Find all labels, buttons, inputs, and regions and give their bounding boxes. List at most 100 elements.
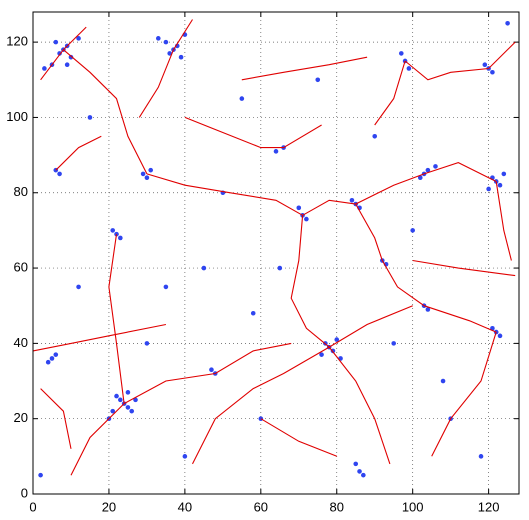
point <box>129 408 135 414</box>
x-tick-label: 80 <box>330 499 344 514</box>
point <box>361 472 366 478</box>
point <box>349 197 355 203</box>
point <box>167 51 172 56</box>
filament-line <box>495 181 512 261</box>
point <box>277 265 283 271</box>
point <box>57 51 62 56</box>
point <box>334 337 340 342</box>
point <box>110 228 116 233</box>
filament-line <box>40 388 72 449</box>
point <box>372 133 378 139</box>
point <box>304 216 309 222</box>
point <box>114 393 119 399</box>
point <box>155 36 161 41</box>
y-tick-label: 120 <box>6 34 28 49</box>
filament-line <box>328 346 391 465</box>
y-tick-label: 0 <box>21 485 28 500</box>
point <box>440 378 446 384</box>
filament-line <box>146 173 303 216</box>
point <box>144 175 150 180</box>
point <box>57 171 62 177</box>
filament-line <box>404 41 516 81</box>
filament-line <box>108 234 125 404</box>
point <box>357 469 362 474</box>
x-tick-label: 20 <box>102 499 116 514</box>
point <box>425 307 431 312</box>
filament-line <box>32 323 167 352</box>
point <box>319 352 324 357</box>
x-tick-label: 0 <box>29 499 36 514</box>
point <box>433 164 438 169</box>
filament-line <box>138 49 175 118</box>
point <box>425 167 431 173</box>
x-tick-label: 40 <box>178 499 192 514</box>
filament-line <box>184 116 322 149</box>
y-tick-label: 60 <box>14 260 28 275</box>
point <box>148 167 154 173</box>
point <box>53 39 59 45</box>
point <box>118 397 123 403</box>
point <box>296 205 302 211</box>
point <box>76 284 81 290</box>
point <box>68 54 74 60</box>
axes-frame <box>32 11 520 495</box>
point <box>497 182 503 188</box>
point <box>125 390 131 395</box>
point <box>273 149 279 154</box>
x-tick-label: 100 <box>402 499 424 514</box>
point <box>53 352 59 357</box>
point <box>38 472 43 478</box>
point <box>144 341 150 346</box>
filament-line <box>302 162 497 216</box>
point <box>163 284 169 290</box>
point <box>490 69 495 75</box>
point <box>182 454 188 459</box>
point <box>133 397 138 403</box>
filament-line <box>192 346 330 465</box>
point <box>391 341 397 346</box>
point <box>49 356 55 361</box>
filament-line <box>40 26 87 81</box>
point <box>209 367 214 373</box>
filament-line <box>431 331 497 457</box>
point <box>497 333 503 339</box>
filament-line <box>70 403 125 476</box>
point <box>353 461 359 467</box>
y-tick-label: 80 <box>14 184 28 199</box>
point <box>118 235 123 241</box>
point <box>398 51 404 56</box>
filament-line <box>290 215 330 348</box>
plot-area <box>32 12 519 495</box>
y-tick-label: 40 <box>14 335 28 350</box>
point <box>315 77 321 83</box>
point <box>505 20 510 26</box>
point <box>417 175 423 180</box>
point <box>110 408 116 414</box>
point <box>163 39 169 45</box>
point <box>250 310 256 316</box>
x-tick-label: 60 <box>254 499 268 514</box>
point <box>45 359 51 365</box>
filament-line <box>374 60 406 126</box>
point <box>178 54 184 60</box>
filament-line <box>412 259 516 277</box>
point <box>201 265 207 271</box>
point <box>406 66 412 71</box>
point <box>87 115 93 120</box>
point <box>486 186 491 192</box>
filament-line <box>55 135 102 171</box>
point <box>478 454 484 459</box>
point <box>140 171 146 177</box>
filament-line <box>241 56 368 81</box>
filament-line <box>260 418 338 457</box>
filament-line <box>63 49 148 175</box>
point <box>76 36 81 41</box>
y-tick-label: 100 <box>6 109 28 124</box>
filament-line <box>123 342 292 405</box>
point <box>501 171 507 177</box>
point <box>114 231 119 237</box>
x-tick-label: 120 <box>478 499 500 514</box>
filament-line <box>173 19 193 50</box>
point <box>239 96 245 101</box>
